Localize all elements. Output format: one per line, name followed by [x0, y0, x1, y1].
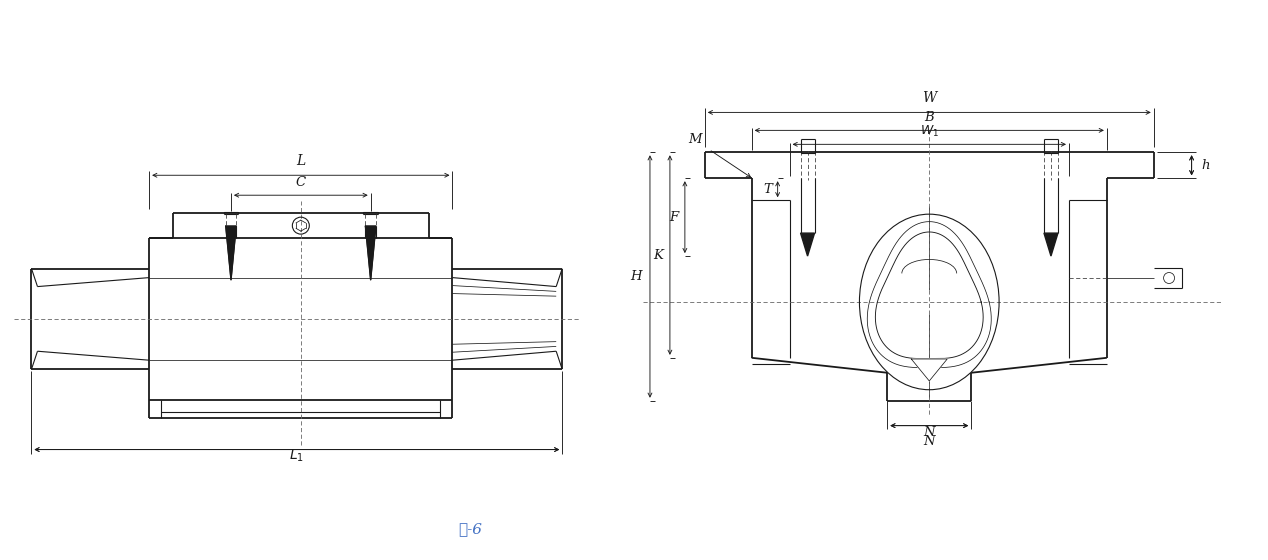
- Text: F: F: [670, 211, 678, 223]
- Text: L: L: [297, 154, 306, 168]
- Text: T: T: [763, 183, 772, 196]
- Text: h: h: [1202, 159, 1210, 172]
- Text: C: C: [295, 176, 306, 189]
- Polygon shape: [365, 226, 375, 280]
- Polygon shape: [800, 233, 814, 256]
- Polygon shape: [226, 226, 236, 280]
- Text: B: B: [924, 111, 935, 124]
- Polygon shape: [912, 359, 947, 381]
- Text: H: H: [630, 270, 642, 283]
- Text: M: M: [689, 133, 701, 146]
- Text: $L_1$: $L_1$: [289, 447, 304, 464]
- Text: $W_1$: $W_1$: [919, 124, 938, 139]
- Text: N: N: [923, 426, 935, 438]
- Polygon shape: [1044, 233, 1058, 256]
- Text: K: K: [653, 249, 663, 262]
- Text: W: W: [922, 91, 936, 105]
- Text: 图-6: 图-6: [459, 522, 482, 536]
- Text: N: N: [923, 435, 935, 447]
